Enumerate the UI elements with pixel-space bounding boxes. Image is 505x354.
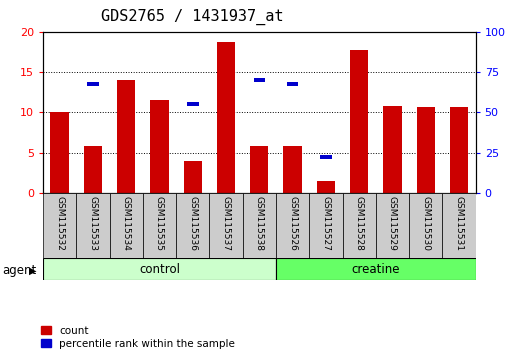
- Bar: [176, 193, 209, 258]
- Bar: [419, 10, 431, 14]
- Bar: [242, 193, 275, 258]
- Bar: [342, 193, 375, 258]
- Bar: [441, 193, 475, 258]
- Bar: [449, 107, 467, 193]
- Bar: [309, 193, 342, 258]
- Legend: count, percentile rank within the sample: count, percentile rank within the sample: [40, 326, 235, 349]
- Bar: [217, 41, 235, 193]
- Text: ▶: ▶: [29, 266, 36, 276]
- Text: GSM115528: GSM115528: [354, 196, 363, 251]
- Bar: [275, 258, 475, 280]
- Bar: [375, 193, 408, 258]
- Text: GSM115530: GSM115530: [420, 196, 429, 251]
- Bar: [186, 102, 198, 106]
- Bar: [84, 146, 102, 193]
- Bar: [50, 113, 69, 193]
- Text: GSM115527: GSM115527: [321, 196, 330, 251]
- Bar: [110, 193, 142, 258]
- Text: GSM115526: GSM115526: [287, 196, 296, 251]
- Bar: [249, 146, 268, 193]
- Text: control: control: [139, 263, 180, 275]
- Bar: [382, 106, 401, 193]
- Text: GSM115534: GSM115534: [122, 196, 130, 251]
- Text: GSM115538: GSM115538: [255, 196, 263, 251]
- Text: GSM115533: GSM115533: [88, 196, 97, 251]
- Text: GSM115532: GSM115532: [55, 196, 64, 251]
- Bar: [275, 193, 309, 258]
- Text: GDS2765 / 1431937_at: GDS2765 / 1431937_at: [101, 9, 283, 25]
- Bar: [76, 193, 110, 258]
- Text: creatine: creatine: [351, 263, 399, 275]
- Bar: [253, 78, 265, 82]
- Bar: [43, 193, 76, 258]
- Bar: [150, 99, 168, 193]
- Bar: [142, 193, 176, 258]
- Text: agent: agent: [3, 264, 37, 277]
- Text: GSM115529: GSM115529: [387, 196, 396, 251]
- Bar: [349, 50, 368, 193]
- Text: GSM115537: GSM115537: [221, 196, 230, 251]
- Text: GSM115531: GSM115531: [453, 196, 463, 251]
- Text: GSM115535: GSM115535: [155, 196, 164, 251]
- Bar: [87, 82, 98, 86]
- Bar: [209, 193, 242, 258]
- Bar: [286, 82, 298, 86]
- Bar: [320, 155, 331, 159]
- Bar: [408, 193, 441, 258]
- Bar: [43, 258, 275, 280]
- Bar: [316, 181, 334, 193]
- Bar: [283, 146, 301, 193]
- Bar: [183, 161, 201, 193]
- Text: GSM115536: GSM115536: [188, 196, 197, 251]
- Bar: [54, 23, 65, 27]
- Bar: [117, 80, 135, 193]
- Bar: [452, 22, 464, 26]
- Bar: [416, 107, 434, 193]
